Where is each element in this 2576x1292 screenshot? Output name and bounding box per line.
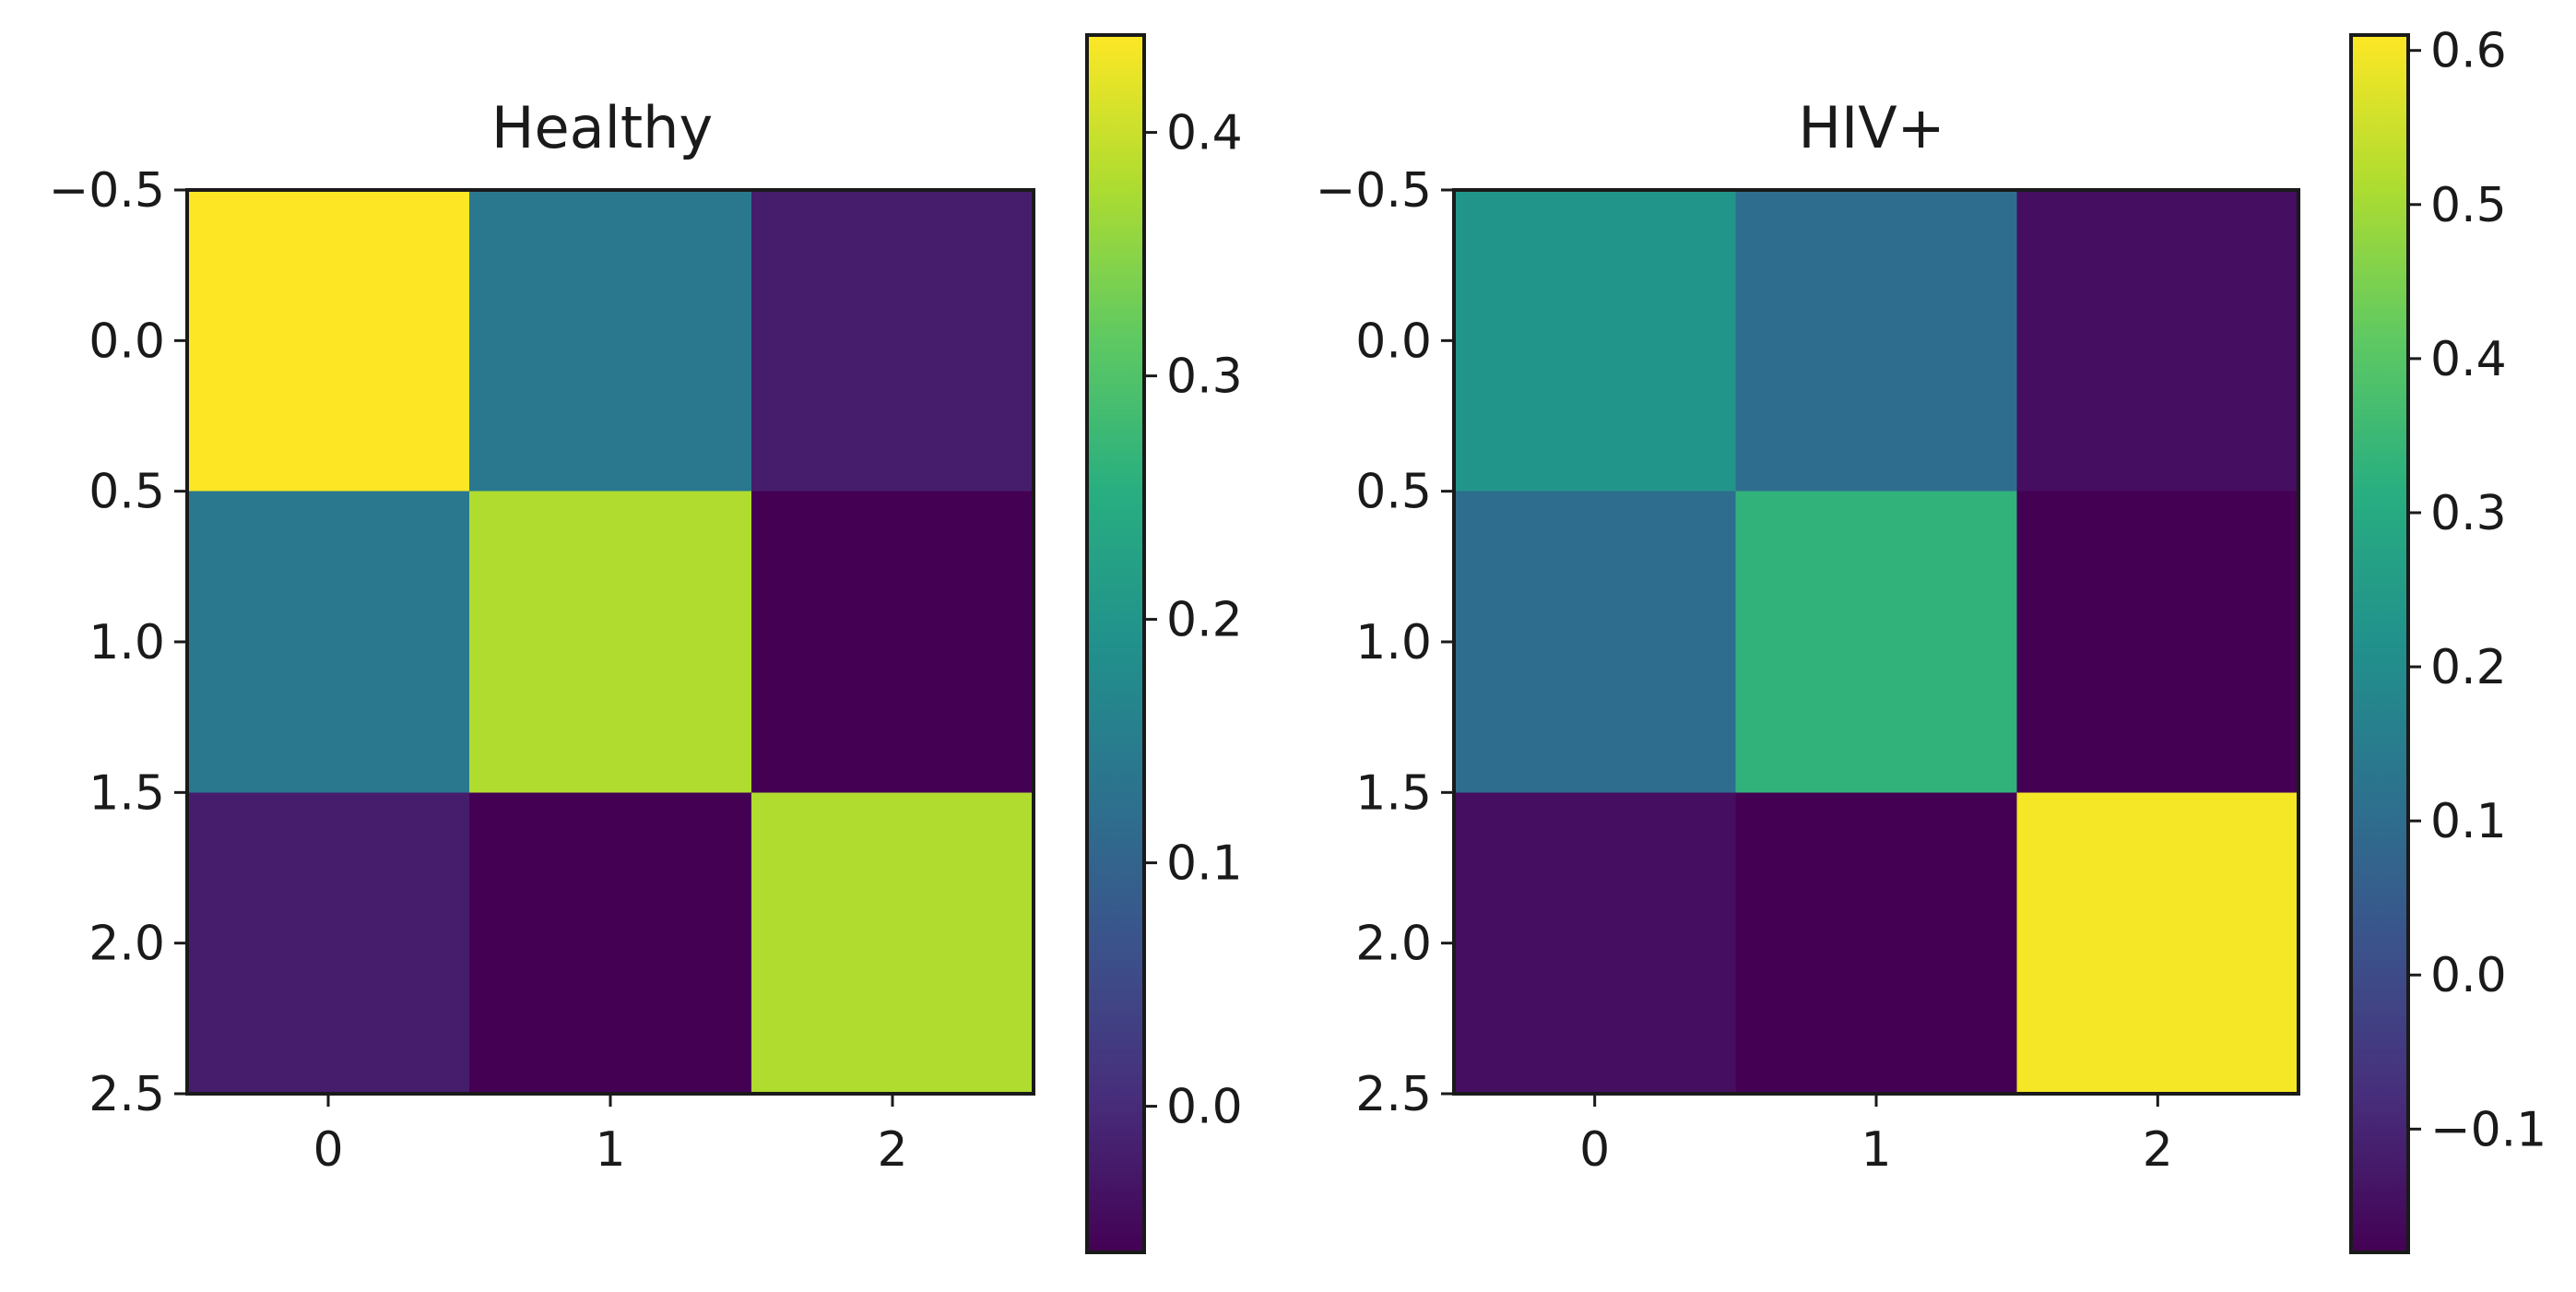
- colorbar-tick-label: 0.2: [1166, 593, 1243, 648]
- x-tick-label: 2: [877, 1122, 907, 1178]
- x-axis: 0 1 2: [313, 1094, 908, 1178]
- x-tick-label: 0: [313, 1122, 343, 1178]
- heatmap-cell: [2016, 491, 2298, 793]
- colorbar-tick-label: 0.1: [2430, 794, 2507, 849]
- panel-hiv-positive: HIV+ −0.5 0.0 0.5 1.0 1.5 2.0 2.5 0 1 2 −0.1 0.0 0…: [1316, 24, 2546, 1254]
- y-tick-label: 0.0: [1355, 314, 1432, 369]
- y-tick-label: 2.0: [89, 917, 165, 972]
- x-tick-label: 0: [1579, 1122, 1610, 1178]
- y-tick-label: 2.5: [1355, 1067, 1432, 1122]
- heatmap-cell: [2016, 792, 2298, 1094]
- heatmap-cell: [1454, 792, 1736, 1094]
- heatmap-cell: [469, 491, 751, 793]
- colorbar-tick-label: −0.1: [2430, 1102, 2546, 1157]
- heatmap-cell: [1735, 491, 2017, 793]
- y-tick-label: 2.5: [89, 1067, 165, 1122]
- colorbar-tick-label: 0.3: [2430, 486, 2507, 541]
- heatmap-cells: [1454, 190, 2298, 1094]
- chart-title: Healthy: [491, 94, 713, 161]
- heatmap-cell: [751, 190, 1034, 492]
- colorbar-tick-label: 0.5: [2430, 178, 2507, 233]
- y-tick-label: −0.5: [49, 163, 165, 219]
- colorbar-tick-label: 0.0: [1166, 1080, 1243, 1135]
- y-tick-label: 1.0: [89, 615, 165, 670]
- x-tick-label: 1: [595, 1122, 625, 1178]
- heatmap-cell: [187, 491, 469, 793]
- colorbar: [2349, 33, 2410, 1254]
- y-tick-label: 1.0: [1355, 615, 1432, 670]
- chart-title: HIV+: [1798, 94, 1944, 161]
- colorbar-tick-label: 0.0: [2430, 948, 2507, 1003]
- heatmap-cell: [187, 190, 469, 492]
- colorbar-tick-label: 0.3: [1166, 350, 1243, 405]
- y-axis: −0.5 0.0 0.5 1.0 1.5 2.0 2.5: [49, 163, 187, 1122]
- colorbar: [1085, 33, 1146, 1254]
- y-tick-label: 0.0: [89, 314, 165, 369]
- heatmap-cell: [469, 792, 751, 1094]
- colorbar-tick-label: 0.2: [2430, 640, 2507, 695]
- colorbar-tick-label: 0.4: [2430, 332, 2507, 387]
- y-tick-label: 0.5: [1355, 465, 1432, 520]
- colorbar-tick-label: 0.1: [1166, 836, 1243, 892]
- heatmap-cell: [1735, 190, 2017, 492]
- heatmap-cells: [187, 190, 1034, 1094]
- y-tick-label: −0.5: [1316, 163, 1432, 219]
- heatmap-cell: [1454, 491, 1736, 793]
- y-tick-label: 1.5: [1355, 765, 1432, 821]
- colorbar-tick-label: 0.4: [1166, 106, 1243, 161]
- heatmap-cell: [1454, 190, 1736, 492]
- heatmap-cell: [187, 792, 469, 1094]
- colorbar-axis: −0.1 0.0 0.1 0.2 0.3 0.4 0.5 0.6: [2408, 24, 2546, 1157]
- y-axis: −0.5 0.0 0.5 1.0 1.5 2.0 2.5: [1316, 163, 1454, 1122]
- y-tick-label: 2.0: [1355, 917, 1432, 972]
- x-axis: 0 1 2: [1579, 1094, 2173, 1178]
- x-tick-label: 1: [1861, 1122, 1891, 1178]
- colorbar-axis: 0.0 0.1 0.2 0.3 0.4: [1144, 106, 1243, 1135]
- x-tick-label: 2: [2143, 1122, 2173, 1178]
- y-tick-label: 0.5: [89, 465, 165, 520]
- heatmap-cell: [469, 190, 751, 492]
- heatmap-cell: [2016, 190, 2298, 492]
- heatmap-cell: [751, 792, 1034, 1094]
- heatmap-cell: [751, 491, 1034, 793]
- heatmap-cell: [1735, 792, 2017, 1094]
- y-tick-label: 1.5: [89, 765, 165, 821]
- colorbar-tick-label: 0.6: [2430, 24, 2507, 79]
